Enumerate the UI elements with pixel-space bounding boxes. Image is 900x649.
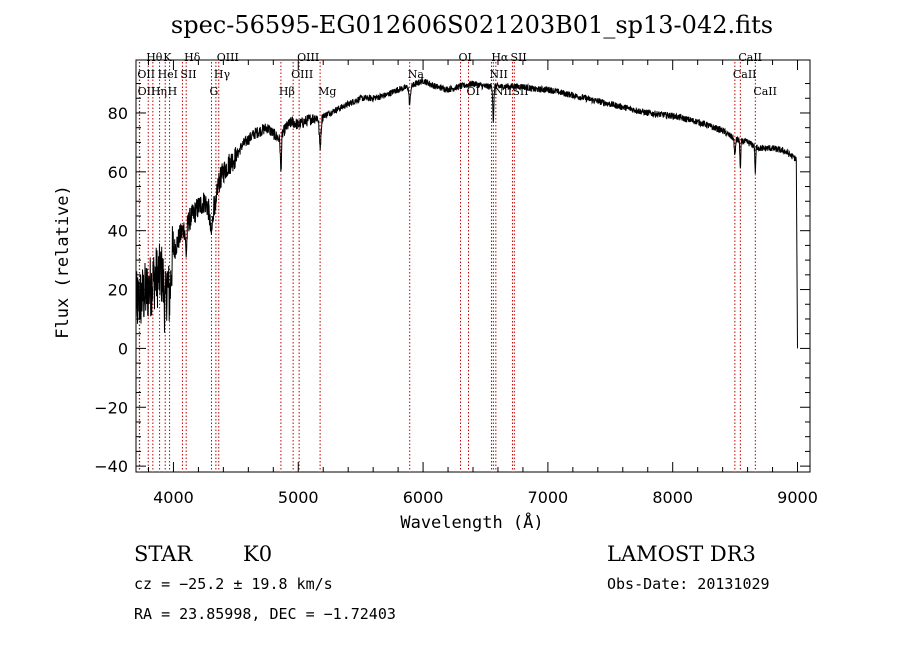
y-tick-label: 60 (108, 163, 128, 182)
x-tick-label: 8000 (652, 488, 693, 507)
object-subclass: K0 (243, 542, 272, 566)
y-tick-label: 0 (118, 339, 128, 358)
redshift-text: cz = −25.2 ± 19.8 km/s (134, 575, 333, 593)
plot-frame (135, 59, 811, 473)
line-marker-label: H (168, 85, 178, 98)
x-tick-label: 6000 (403, 488, 444, 507)
y-axis-label: Flux (relative) (53, 185, 73, 339)
line-marker-label: Hδ (184, 51, 201, 64)
x-tick-label: 7000 (528, 488, 569, 507)
line-marker-label: CaII (753, 85, 777, 98)
line-marker-label: OIII (297, 51, 319, 64)
line-marker-label: SII (180, 68, 196, 81)
line-marker-label: NII (489, 68, 507, 81)
line-marker-label: Hθ (146, 51, 163, 64)
line-marker-label: CaII (733, 68, 757, 81)
line-marker-label: SII (512, 85, 528, 98)
object-class: STAR (134, 542, 193, 566)
y-tick-label: 40 (108, 222, 128, 241)
line-marker-label: OII (138, 85, 156, 98)
x-tick-label: 9000 (777, 488, 818, 507)
line-marker-label: OII (137, 68, 155, 81)
y-axis-ticks: −40 −20 0 20 40 60 80 (94, 83, 810, 476)
line-marker-label: HeI (158, 68, 178, 81)
line-marker-label: CaII (738, 51, 762, 64)
survey-name: LAMOST DR3 (607, 542, 756, 566)
x-tick-label: 5000 (278, 488, 319, 507)
line-marker-label: OI (467, 85, 480, 98)
coordinates-text: RA = 23.85998, DEC = −1.72403 (134, 605, 396, 623)
y-tick-label: −20 (94, 398, 128, 417)
spectrum-line (135, 77, 798, 349)
y-tick-label: 80 (108, 104, 128, 123)
line-marker-label: NII (494, 85, 512, 98)
x-axis-ticks: 4000 5000 6000 7000 8000 9000 (147, 60, 818, 507)
line-marker-label: Hα (491, 51, 509, 64)
line-marker-label: OI (459, 51, 472, 64)
line-marker-label: Hβ (279, 85, 295, 98)
line-marker-label: Mg (318, 85, 336, 98)
line-marker-label: G (210, 85, 219, 98)
chart-title: spec-56595-EG012606S021203B01_sp13-042.f… (171, 11, 773, 39)
line-markers (138, 62, 756, 472)
line-marker-label: OIII (217, 51, 239, 64)
line-marker-label: OIII (291, 68, 313, 81)
line-marker-label: Hη (151, 85, 167, 98)
line-marker-label: K (163, 51, 172, 64)
x-tick-label: 4000 (153, 488, 194, 507)
obs-date-text: Obs-Date: 20131029 (607, 575, 770, 593)
line-marker-label: Hγ (214, 68, 231, 81)
y-tick-label: −40 (94, 457, 128, 476)
x-axis-label: Wavelength (Å) (400, 511, 543, 533)
y-tick-label: 20 (108, 281, 128, 300)
line-marker-label: SII (510, 51, 526, 64)
line-marker-label: Na (408, 68, 425, 81)
